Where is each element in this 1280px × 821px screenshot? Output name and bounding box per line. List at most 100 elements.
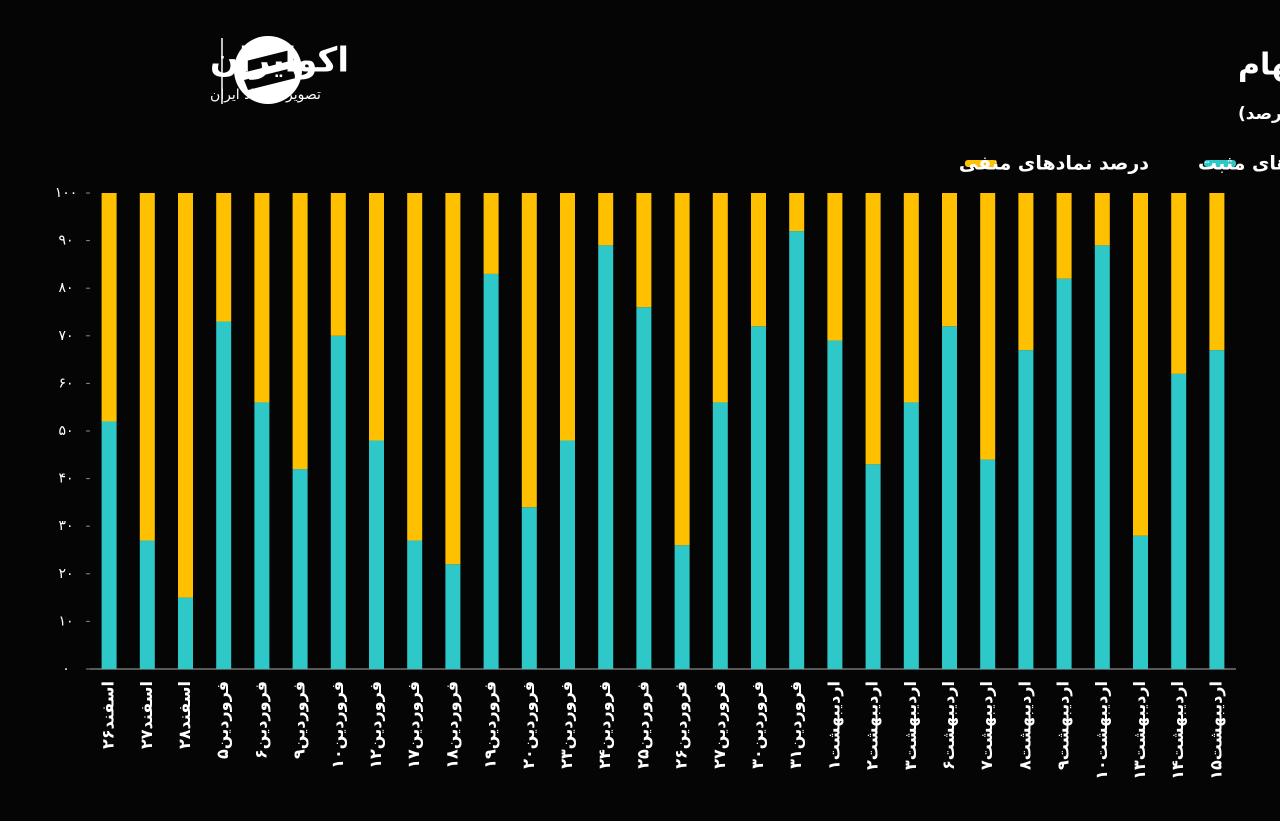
bar-segment xyxy=(1209,193,1225,351)
bar-segment xyxy=(521,193,537,508)
bar-segment xyxy=(139,193,155,541)
y-tick-label: ۷۰ xyxy=(58,328,73,344)
bar-segment xyxy=(751,326,766,669)
y-tick-label: ۳۰ xyxy=(58,518,73,534)
bar-segment xyxy=(560,440,575,669)
bar-segment xyxy=(636,307,652,669)
bar-segment xyxy=(216,321,232,669)
x-tick-label: اسفند۲۸ xyxy=(175,681,194,749)
bar-segment xyxy=(521,507,537,669)
bar-segment xyxy=(789,231,805,669)
bar-segment xyxy=(942,193,957,327)
y-tick-label: ۰ xyxy=(62,661,70,677)
bar-segment xyxy=(407,193,423,541)
x-tick-label: فروردین۱۲ xyxy=(366,681,385,769)
bar-segment xyxy=(330,335,346,669)
bar-segment xyxy=(942,326,957,669)
x-tick-label: فروردین۹ xyxy=(290,681,309,759)
bar-segment xyxy=(674,193,690,546)
y-tick-label: ۱۰۰ xyxy=(55,185,78,201)
y-tick-label: ۹۰ xyxy=(58,233,73,249)
bar-segment xyxy=(292,193,308,470)
bar-segment xyxy=(216,193,232,322)
bar-segment xyxy=(369,440,384,669)
x-tick-label: فروردین۲۴ xyxy=(595,681,614,769)
bar-segment xyxy=(980,459,996,669)
bar-segment xyxy=(178,193,193,598)
x-tick-label: فروردین۱۹ xyxy=(481,681,500,769)
bar-segment xyxy=(1018,350,1034,669)
bar-segment xyxy=(827,340,843,669)
bar-segment xyxy=(445,193,461,565)
logo: اکوایران تصویر اقتصاد ایران xyxy=(210,36,349,104)
bar-segment xyxy=(139,540,155,669)
bar-segment xyxy=(712,193,728,403)
x-tick-label: اردیبهشت۶ xyxy=(939,681,958,770)
bar-segment xyxy=(330,193,346,336)
x-tick-label: اردیبهشت۱۴ xyxy=(1168,681,1187,780)
bar-segment xyxy=(178,597,193,669)
bar-segment xyxy=(1018,193,1034,351)
bar-segment xyxy=(980,193,996,460)
x-tick-label: اسفند۲۶ xyxy=(99,681,118,749)
bar-segment xyxy=(712,402,728,669)
bar-segment xyxy=(445,564,461,669)
x-tick-label: اردیبهشت۱ xyxy=(824,681,843,770)
y-tick-label: ۱۰ xyxy=(58,613,73,629)
brand-name: اکوایران xyxy=(210,41,349,81)
x-tick-label: اردیبهشت۸ xyxy=(1015,681,1034,770)
legend-label: درصد نمادهای منفی xyxy=(959,153,1149,175)
y-tick-label: ۶۰ xyxy=(58,375,73,391)
bar-segment xyxy=(598,193,614,246)
bar-segment xyxy=(101,421,117,669)
bar-segment xyxy=(254,402,270,669)
legend-swatch xyxy=(964,160,997,167)
x-tick-label: اردیبهشت۱۵ xyxy=(1206,681,1225,780)
x-tick-label: فروردین۳۰ xyxy=(748,681,767,769)
bar-segment xyxy=(407,540,423,669)
x-tick-label: فروردین۲۳ xyxy=(557,681,576,769)
x-tick-label: فروردین۲۷ xyxy=(710,681,729,769)
bar-segment xyxy=(1094,245,1110,670)
bar-segment xyxy=(598,245,614,670)
x-tick-label: فروردین۳۱ xyxy=(786,681,805,769)
bar-segment xyxy=(254,193,270,403)
bar-segment xyxy=(560,193,575,441)
x-tick-label: اردیبهشت۷ xyxy=(977,681,996,770)
legend-label: درصد نمادهای مثبت xyxy=(1198,153,1280,175)
x-tick-label: فروردین۶ xyxy=(251,681,270,759)
bar-segment xyxy=(865,464,881,669)
brand-tagline: تصویر اقتصاد ایران xyxy=(210,87,321,103)
bar-segment xyxy=(751,193,766,327)
bar-segment xyxy=(827,193,843,341)
bar-segment xyxy=(674,545,690,669)
bar-segment xyxy=(1209,350,1225,669)
x-tick-label: فروردین۱۰ xyxy=(328,681,347,769)
bar-segment xyxy=(369,193,384,441)
chart-subtitle: (واحد: درصد) xyxy=(1238,104,1280,124)
x-tick-label: فروردین۵ xyxy=(213,681,232,759)
bar-segment xyxy=(292,469,308,669)
x-tick-label: اردیبهشت۲ xyxy=(863,681,882,770)
bar-segment xyxy=(789,193,805,232)
y-tick-label: ۵۰ xyxy=(58,423,73,439)
x-tick-label: اردیبهشت۱۰ xyxy=(1092,681,1111,780)
bar-segment xyxy=(1094,193,1110,246)
x-tick-label: اردیبهشت۱۳ xyxy=(1130,681,1149,780)
y-tick-label: ۸۰ xyxy=(58,280,73,296)
bar-segment xyxy=(1056,193,1072,279)
bar-segment xyxy=(1056,278,1072,669)
y-tick-label: ۲۰ xyxy=(58,566,73,582)
y-tick-label: ۴۰ xyxy=(58,471,73,487)
logo-stripes xyxy=(242,50,296,90)
bar-segment xyxy=(903,402,919,669)
bar-segment xyxy=(1171,373,1187,669)
x-tick-label: اردیبهشت۹ xyxy=(1054,681,1073,770)
x-tick-label: فروردین۱۸ xyxy=(442,681,461,769)
bar-segment xyxy=(483,273,499,669)
x-tick-label: فروردین۲۵ xyxy=(633,681,652,769)
bar-segment xyxy=(903,193,919,403)
bar-segment xyxy=(1133,193,1148,536)
bar-segment xyxy=(1133,535,1148,669)
